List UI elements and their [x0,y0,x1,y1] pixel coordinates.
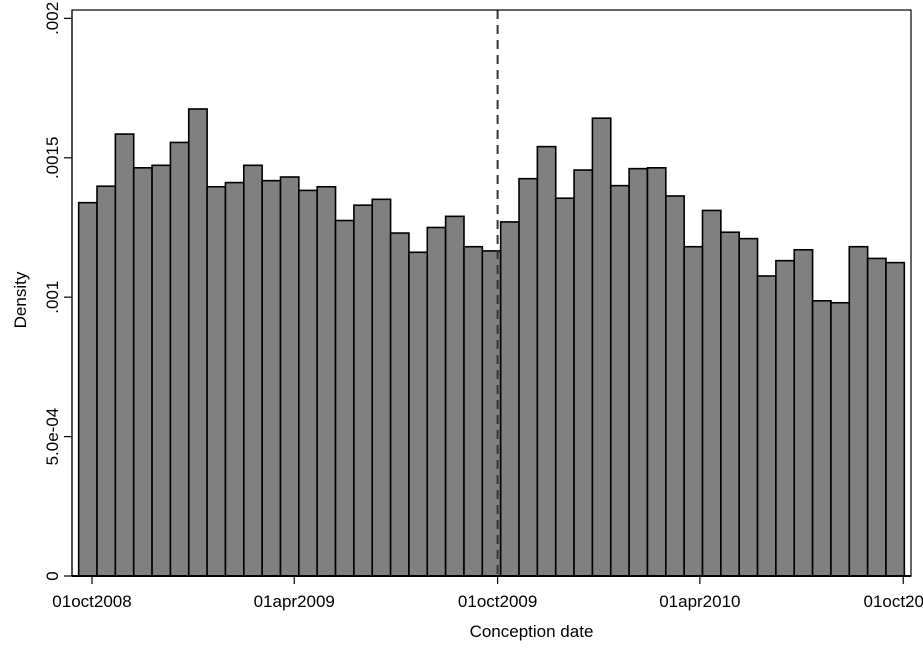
histogram-bar [701,209,722,577]
x-tick-label: 01oct2009 [458,592,537,611]
histogram-bar [261,179,282,577]
y-tick-label: .0015 [43,136,62,179]
histogram-bar [316,185,337,577]
histogram-bar [830,301,851,577]
x-axis-label: Conception date [470,622,594,641]
histogram-bar [408,251,429,577]
histogram-bar [169,141,190,577]
histogram-bar [187,108,208,577]
histogram-bar [243,164,263,577]
histogram-bar [720,231,740,577]
histogram-bar [353,204,374,577]
histogram-bar [132,167,153,577]
histogram-bar [77,201,98,577]
histogram-bar [279,176,300,577]
histogram-bar [444,215,465,577]
histogram-bar [683,245,704,577]
histogram-bar [96,185,117,577]
histogram-bar [536,145,557,577]
y-tick-label: .002 [43,2,62,35]
x-tick-label: 01oct2010 [864,592,923,611]
histogram-bar [298,189,318,577]
histogram-bar [389,232,410,577]
y-tick-label: 5.0e-04 [43,408,62,466]
bars-layer [77,108,906,577]
histogram-bar [775,259,796,577]
x-ticks-layer: 01oct2008 01apr2009 01oct2009 01apr2010 01oc… [52,576,923,611]
y-ticks-layer: 0 5.0e-04 .001 .0015 .002 [43,2,72,581]
histogram-bar [573,169,594,577]
histogram-bar [554,197,575,577]
histogram-bar [609,184,630,577]
histogram-bar [738,237,759,577]
histogram-bar [114,133,135,577]
histogram-bar [866,257,887,577]
y-axis-label: Density [11,271,30,328]
histogram-bar [371,198,392,577]
histogram-bar [591,117,612,577]
histogram-bar [518,177,539,577]
histogram-bar [665,195,685,577]
histogram-bar [499,221,520,577]
histogram-bar [426,226,447,577]
histogram-bar [646,167,667,577]
histogram-bar [224,181,245,577]
histogram-bar [885,261,906,577]
x-tick-label: 01apr2009 [254,592,335,611]
histogram-bar [463,245,484,577]
y-tick-label: .001 [43,281,62,314]
histogram-bar [334,219,355,577]
histogram-bar [793,248,814,577]
x-tick-label: 01apr2010 [659,592,740,611]
y-tick-label: 0 [43,571,62,580]
histogram-bar [848,245,869,577]
histogram-bar [628,167,649,577]
x-tick-label: 01oct2008 [52,592,131,611]
histogram-bar [151,164,172,577]
histogram-bar [756,275,777,577]
histogram-bar [206,185,227,577]
histogram-bar [811,300,832,577]
